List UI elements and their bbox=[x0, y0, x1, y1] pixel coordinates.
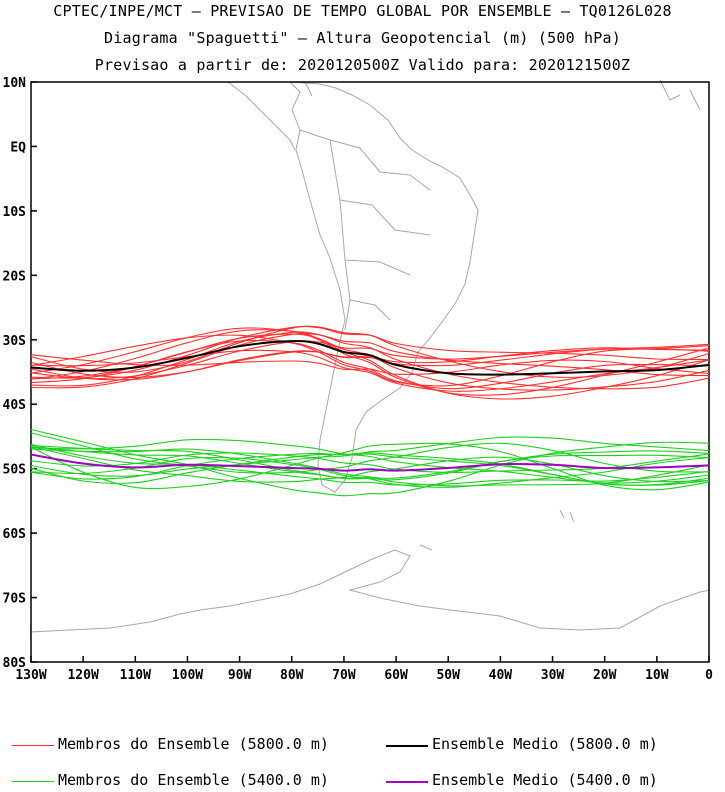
lon-tick-label: 40W bbox=[489, 668, 513, 683]
ensemble-mean-5400-line bbox=[30, 453, 710, 472]
lon-tick-label: 70W bbox=[332, 668, 356, 683]
title-line-3: Previsao a partir de: 2020120500Z Valido… bbox=[94, 56, 631, 74]
lon-tick-label: 60W bbox=[384, 668, 408, 683]
lat-tick-label: 40S bbox=[3, 398, 27, 413]
legend-swatch-member-5400 bbox=[12, 781, 54, 782]
lon-tick-label: 50W bbox=[436, 668, 460, 683]
ensemble-mean-5800-line bbox=[30, 339, 710, 376]
legend-label-mean-5400: Ensemble Medio (5400.0 m) bbox=[432, 771, 658, 789]
antarctica-coast bbox=[29, 549, 711, 633]
ensemble-member-5800-line bbox=[30, 329, 710, 400]
ensemble-member-5800-line bbox=[30, 354, 710, 375]
lon-tick-label: 30W bbox=[541, 668, 565, 683]
islands bbox=[419, 79, 701, 551]
ensemble-member-5800-line bbox=[30, 334, 710, 387]
title-line-2: Diagrama "Spaguetti" – Altura Geopotenci… bbox=[104, 29, 621, 47]
ensemble-member-5800-line bbox=[30, 340, 710, 380]
lat-tick-label: 70S bbox=[3, 592, 27, 607]
lon-tick-label: 0 bbox=[705, 668, 713, 683]
lon-tick-label: 130W bbox=[15, 668, 46, 683]
lon-tick-label: 10W bbox=[645, 668, 669, 683]
members-5800-group bbox=[30, 325, 710, 400]
lon-tick-label: 100W bbox=[172, 668, 203, 683]
lat-tick-label: 10S bbox=[3, 205, 27, 220]
ensemble-member-5400-line bbox=[30, 448, 710, 487]
legend-label-mean-5800: Ensemble Medio (5800.0 m) bbox=[432, 735, 658, 753]
ensemble-member-5400-line bbox=[30, 442, 710, 491]
lon-tick-label: 20W bbox=[593, 668, 617, 683]
title-line-1: CPTEC/INPE/MCT – PREVISAO DE TEMPO GLOBA… bbox=[53, 2, 672, 20]
legend-swatch-member-5800 bbox=[12, 745, 54, 746]
ensemble-member-5800-line bbox=[30, 327, 710, 396]
ensemble-member-5400-line bbox=[30, 452, 710, 486]
plot-frame bbox=[30, 81, 710, 663]
legend-label-member-5400: Membros do Ensemble (5400.0 m) bbox=[58, 771, 329, 789]
ensemble-member-5400-line bbox=[30, 446, 710, 479]
ensemble-member-5400-line bbox=[30, 452, 710, 473]
lat-tick-label: 10N bbox=[3, 76, 27, 91]
lat-tick-label: 30S bbox=[3, 334, 27, 349]
ensemble-member-5800-line bbox=[30, 331, 710, 390]
lat-tick-label: 50S bbox=[3, 463, 27, 478]
ensemble-member-5800-line bbox=[30, 343, 710, 381]
lon-tick-label: 90W bbox=[228, 668, 252, 683]
south-america-coast bbox=[288, 81, 479, 493]
legend-swatch-mean-5800 bbox=[386, 745, 428, 747]
ensemble-member-5800-line bbox=[30, 349, 710, 392]
legend-swatch-mean-5400 bbox=[386, 781, 428, 783]
lat-tick-label: EQ bbox=[10, 140, 26, 155]
members-5400-group bbox=[30, 428, 710, 497]
ensemble-member-5400-line bbox=[30, 438, 710, 484]
ensemble-member-5400-line bbox=[30, 445, 710, 481]
lat-tick-label: 80S bbox=[3, 656, 27, 671]
lon-tick-label: 80W bbox=[280, 668, 304, 683]
central-america-coast bbox=[227, 81, 313, 151]
coastline-layer bbox=[29, 79, 711, 633]
country-borders bbox=[299, 129, 431, 331]
lat-tick-label: 20S bbox=[3, 269, 27, 284]
legend-label-member-5800: Membros do Ensemble (5800.0 m) bbox=[58, 735, 329, 753]
lon-tick-label: 120W bbox=[67, 668, 98, 683]
lat-tick-label: 60S bbox=[3, 527, 27, 542]
ensemble-mean-group bbox=[30, 339, 710, 472]
lon-tick-label: 110W bbox=[120, 668, 151, 683]
